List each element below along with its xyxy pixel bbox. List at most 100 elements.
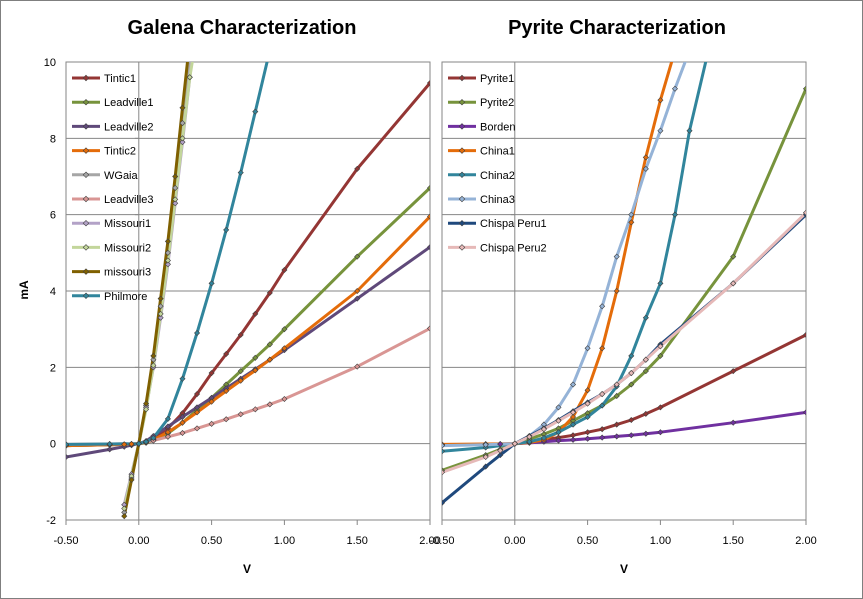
pyrite-legend-marker-chispa-peru2 (458, 244, 466, 251)
galena-data-point-leadville2 (164, 423, 171, 430)
galena-data-point-tintic2 (354, 287, 361, 295)
pyrite-data-point-chispa-peru2 (555, 417, 562, 424)
galena-legend-marker-leadville1 (82, 98, 90, 106)
pyrite-legend-marker-borden (458, 123, 466, 130)
pyrite-data-point-china3 (482, 441, 489, 448)
galena-data-point-tintic2 (252, 367, 259, 374)
galena-data-point-tintic1 (354, 165, 361, 172)
pyrite-data-point-pyrite1 (730, 368, 737, 375)
galena-data-point-tintic1 (237, 331, 244, 338)
galena-y-tick-label: 0 (50, 439, 56, 451)
pyrite-legend-marker-china1 (458, 147, 466, 154)
pyrite-plot: -0.50 0.00 0.50 1.00 1.50 2.00 Pyrite1 Pyrite2 B… (429, 61, 817, 547)
galena-data-point-philmore (179, 375, 186, 382)
galena-data-point-leadville3 (252, 406, 259, 413)
pyrite-data-point-china3 (642, 165, 649, 172)
galena-legend-label-missouri1: Missouri1 (104, 218, 151, 230)
pyrite-data-point-borden (628, 432, 635, 439)
galena-legend-label-missouri3: missouri3 (104, 267, 151, 279)
galena-legend-label-leadville1: Leadville1 (104, 97, 154, 109)
pyrite-data-point-pyrite2 (657, 352, 664, 359)
galena-series-line-missouri3 (122, 62, 189, 518)
galena-x-tick-label: 1.00 (274, 535, 295, 547)
galena-x-tick-label: 2.00 (419, 535, 440, 547)
pyrite-data-point-borden (497, 441, 504, 448)
pyrite-data-point-pyrite1 (642, 410, 649, 417)
galena-data-point-missouri3 (179, 104, 186, 111)
pyrite-data-point-borden (730, 419, 737, 426)
galena-data-point-missouri2 (179, 135, 186, 142)
galena-data-point-missouri3 (128, 476, 135, 483)
pyrite-data-point-china3 (671, 85, 678, 92)
pyrite-x-tick-label: 0.50 (577, 535, 598, 547)
pyrite-data-point-china3 (613, 253, 620, 260)
pyrite-data-point-china3 (628, 211, 635, 218)
galena-data-point-missouri3 (172, 173, 179, 180)
pyrite-data-point-pyrite2 (628, 381, 635, 388)
galena-data-point-missouri3 (121, 513, 128, 520)
galena-data-point-wgaia (150, 356, 157, 363)
pyrite-data-point-borden (599, 434, 606, 441)
galena-y-tick-label: 2 (50, 362, 56, 374)
pyrite-legend-label-borden: Borden (480, 121, 515, 133)
galena-data-point-missouri3 (164, 238, 171, 245)
pyrite-x-tick-label: 1.00 (650, 535, 671, 547)
pyrite-data-point-chispa-peru1 (442, 499, 446, 506)
galena-legend-label-missouri2: Missouri2 (104, 242, 151, 254)
galena-data-point-missouri3 (143, 400, 150, 407)
pyrite-legend-label-pyrite1: Pyrite1 (480, 73, 514, 85)
galena-legend-label-leadville3: Leadville3 (104, 194, 154, 206)
galena-data-point-leadville3 (354, 363, 361, 370)
galena-y-tick-label: 6 (50, 210, 56, 222)
pyrite-data-point-chispa-peru2 (628, 370, 635, 377)
pyrite-data-point-pyrite2 (730, 253, 737, 260)
galena-legend-marker-leadville3 (82, 195, 90, 203)
galena-data-point-leadville3 (266, 401, 273, 408)
galena-data-point-tintic2 (266, 356, 273, 363)
galena-series-group (66, 62, 430, 520)
galena-x-tick-label: 0.00 (128, 535, 149, 547)
galena-legend-marker-wgaia (82, 171, 90, 179)
galena-data-point-philmore (164, 415, 171, 422)
galena-data-point-leadville3 (281, 395, 288, 403)
galena-data-point-missouri2 (121, 505, 128, 512)
galena-data-point-missouri2 (164, 257, 171, 264)
pyrite-data-point-china2 (526, 438, 533, 445)
pyrite-legend-marker-china3 (458, 195, 466, 203)
galena-data-point-tintic1 (266, 289, 273, 296)
pyrite-data-point-china3 (442, 442, 446, 449)
galena-x-axis-label: V (243, 562, 251, 576)
pyrite-data-point-pyrite2 (613, 392, 620, 399)
pyrite-data-point-china2 (671, 211, 678, 218)
galena-data-point-philmore (150, 434, 157, 441)
galena-legend-marker-tintic1 (82, 74, 90, 82)
galena-data-point-tintic2 (281, 345, 288, 352)
galena-data-point-missouri3 (150, 352, 157, 359)
galena-data-point-leadville1 (266, 341, 273, 348)
galena-x-tick-label: 0.50 (201, 535, 222, 547)
galena-x-tick-label: -0.50 (53, 535, 78, 547)
galena-data-point-leadville3 (194, 425, 201, 432)
galena-data-point-leadville2 (354, 295, 361, 302)
galena-data-point-missouri2 (172, 196, 179, 203)
pyrite-data-point-chispa-peru2 (730, 280, 737, 287)
galena-data-point-tintic1 (426, 79, 430, 87)
galena-legend-label-leadville2: Leadville2 (104, 121, 154, 133)
pyrite-legend-marker-china2 (458, 171, 466, 179)
galena-data-point-leadville1 (281, 326, 288, 333)
pyrite-data-point-chispa-peru2 (613, 381, 620, 388)
galena-data-point-missouri2 (186, 74, 193, 81)
pyrite-data-point-borden (555, 437, 562, 444)
pyrite-data-point-china2 (570, 421, 577, 428)
galena-data-point-leadville1 (426, 184, 430, 191)
galena-data-point-leadville3 (179, 429, 186, 437)
pyrite-data-point-china2 (642, 314, 649, 321)
pyrite-data-point-chispa-peru2 (526, 433, 533, 440)
galena-plot: -2 0 2 4 6 8 10 -0.50 0.00 0.50 1.00 1.50 2.00 Tintic… (44, 57, 441, 547)
pyrite-x-tick-label: 1.50 (722, 535, 743, 547)
pyrite-data-point-china2 (540, 434, 547, 441)
pyrite-data-point-pyrite1 (613, 421, 620, 428)
pyrite-data-point-china2 (599, 402, 606, 409)
galena-data-point-leadville3 (426, 325, 430, 332)
